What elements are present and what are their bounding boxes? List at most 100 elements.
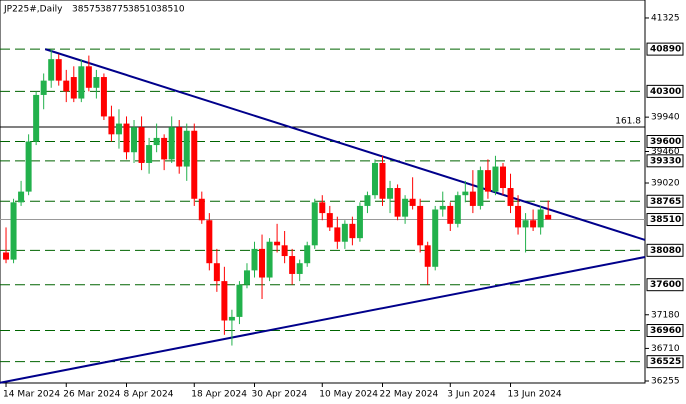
- candle-body: [281, 245, 288, 257]
- trendline: [44, 48, 646, 241]
- candle-body: [85, 66, 92, 88]
- x-tick-label: 10 May 2024: [319, 390, 378, 400]
- x-tick-label: 26 Mar 2024: [63, 390, 120, 400]
- candle-body: [115, 123, 122, 135]
- level-label: 39600: [650, 137, 681, 147]
- candle-body: [364, 195, 371, 206]
- ohlc-low: 38510: [128, 5, 157, 15]
- candle-body: [432, 209, 439, 267]
- candle-body: [341, 223, 348, 242]
- x-tick-label: 30 Apr 2024: [252, 390, 308, 400]
- x-tick-label: 14 Mar 2024: [3, 390, 60, 400]
- candle-body: [484, 170, 491, 192]
- candle-body: [191, 130, 198, 199]
- candle-body: [289, 256, 296, 274]
- candle-body: [402, 198, 409, 217]
- y-tick-label: 41325: [651, 13, 680, 23]
- level-label: 37600: [650, 280, 681, 290]
- candle-body: [213, 263, 220, 282]
- plot-frame: [0, 0, 646, 384]
- level-label-box: [646, 278, 684, 292]
- candle-body: [236, 284, 243, 317]
- candle-body: [439, 205, 446, 210]
- y-tick-label: 37180: [651, 310, 680, 320]
- level-label: 38765: [650, 197, 681, 207]
- candle-body: [304, 245, 311, 264]
- candle-body: [499, 166, 506, 189]
- candle-body: [266, 241, 273, 278]
- level-label: 40300: [650, 87, 681, 97]
- candle-body: [176, 127, 183, 167]
- price-label: 38510: [650, 215, 681, 225]
- candle-body: [183, 130, 190, 167]
- candle-body: [387, 188, 394, 199]
- candle-body: [311, 202, 318, 246]
- candle-body: [334, 227, 341, 242]
- candle-body: [545, 214, 552, 220]
- candle-body: [55, 59, 62, 81]
- x-tick-label: 22 May 2024: [380, 390, 439, 400]
- candle-body: [417, 205, 424, 246]
- candle-body: [198, 198, 205, 221]
- candle-body: [477, 170, 484, 206]
- candle-body: [33, 94, 40, 142]
- candle-body: [447, 205, 454, 224]
- level-label-box: [646, 42, 684, 56]
- candle-body: [251, 248, 258, 271]
- level-label-box: [646, 194, 684, 208]
- candle-body: [530, 220, 537, 228]
- fib-label: 161.8: [615, 116, 641, 126]
- ohlc-high: 38775: [100, 5, 129, 15]
- candle-body: [40, 80, 47, 95]
- candle-body: [454, 195, 461, 224]
- candle-body: [228, 316, 235, 321]
- y-tick-label: 39460: [651, 147, 680, 157]
- candle-body: [108, 116, 115, 135]
- level-label: 38080: [650, 246, 681, 256]
- candle-body: [221, 281, 228, 321]
- x-tick-label: 8 Apr 2024: [124, 390, 174, 400]
- level-label-box: [646, 324, 684, 338]
- level-label: 40890: [650, 45, 681, 55]
- candle-body: [93, 77, 100, 88]
- candle-body: [379, 162, 386, 199]
- price-label-box: [646, 213, 684, 227]
- candle-body: [100, 77, 107, 117]
- candle-body: [25, 141, 32, 192]
- candle-body: [138, 127, 145, 163]
- level-label-box: [646, 154, 684, 168]
- candle-body: [515, 205, 522, 228]
- trendline: [0, 255, 646, 384]
- y-tick-label: 39020: [651, 179, 680, 189]
- candle-body: [161, 137, 168, 160]
- y-tick-label: 39940: [651, 113, 680, 123]
- candle-body: [206, 220, 213, 264]
- candle-body: [123, 123, 130, 153]
- candle-body: [356, 205, 363, 239]
- candle-body: [18, 191, 25, 203]
- x-tick-label: 18 Apr 2024: [191, 390, 247, 400]
- x-tick-label: 13 Jun 2024: [508, 390, 562, 400]
- candle-body: [243, 270, 250, 285]
- candle-body: [153, 137, 160, 146]
- candle-body: [507, 188, 514, 206]
- candle-body: [537, 209, 544, 228]
- candle-body: [146, 145, 153, 163]
- candle-body: [78, 66, 85, 99]
- candle-body: [274, 241, 281, 246]
- candle-body: [168, 127, 175, 160]
- level-label-box: [646, 84, 684, 98]
- y-tick-label: 36255: [651, 376, 680, 386]
- y-tick-label: 36710: [651, 344, 680, 354]
- candle-body: [3, 252, 10, 260]
- candle-body: [394, 188, 401, 217]
- candle-body: [522, 220, 529, 228]
- candle-body: [424, 245, 431, 267]
- candle-body: [409, 198, 416, 206]
- candle-body: [131, 127, 138, 153]
- candle-body: [259, 248, 266, 278]
- ohlc-open: 38575: [72, 5, 101, 15]
- candle-body: [462, 191, 469, 196]
- ohlc-close: 38510: [156, 5, 185, 15]
